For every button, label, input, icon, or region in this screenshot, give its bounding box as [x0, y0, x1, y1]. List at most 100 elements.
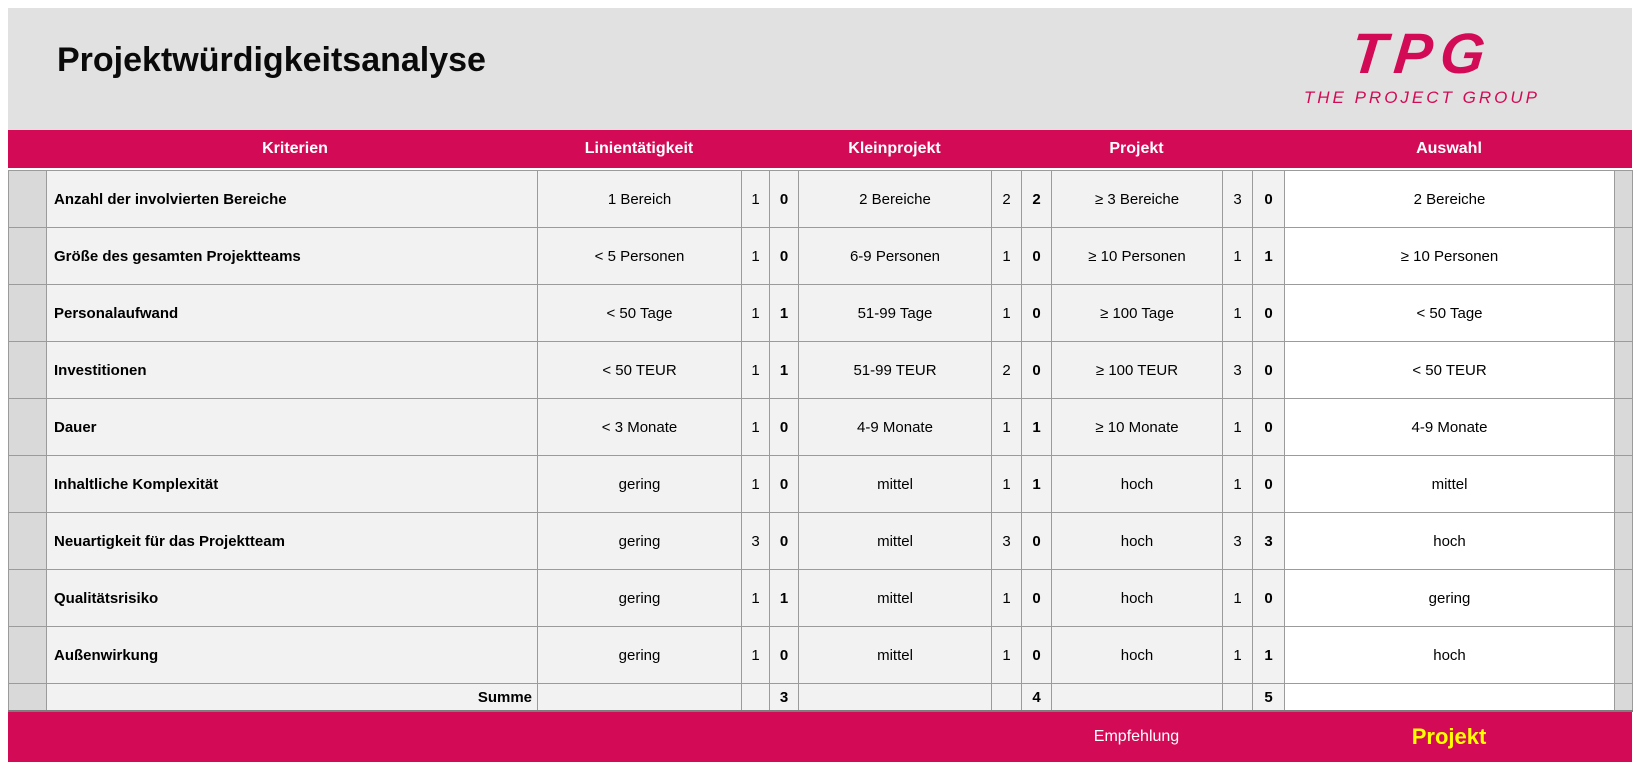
projekt-weight: 1 [1222, 626, 1253, 684]
linientaetigkeit-score: 0 [769, 227, 799, 285]
linientaetigkeit-value: gering [537, 569, 742, 627]
kleinprojekt-score: 0 [1021, 512, 1052, 570]
kleinprojekt-value: mittel [798, 512, 992, 570]
linientaetigkeit-weight: 1 [741, 284, 770, 342]
linientaetigkeit-value: < 50 TEUR [537, 341, 742, 399]
kleinprojekt-weight: 1 [991, 398, 1022, 456]
criterion-label: Personalaufwand [46, 284, 538, 342]
tpg-logo-text: TPG [1348, 22, 1496, 86]
projekt-score: 0 [1252, 398, 1285, 456]
projekt-score: 0 [1252, 455, 1285, 513]
table-row: Investitionen < 50 TEUR 1 1 51-99 TEUR 2… [8, 341, 1633, 399]
auswahl-cell[interactable]: mittel [1284, 455, 1615, 513]
row-gutter-right [1614, 227, 1633, 285]
tpg-logo-tagline: THE PROJECT GROUP [1303, 88, 1540, 107]
criterion-label: Inhaltliche Komplexität [46, 455, 538, 513]
sum-klein-score: 4 [1021, 683, 1052, 712]
linientaetigkeit-value: 1 Bereich [537, 170, 742, 228]
analysis-sheet: Projektwürdigkeitsanalyse TPG THE PROJEC… [8, 8, 1633, 762]
row-gutter-right [1614, 512, 1633, 570]
projekt-value: ≥ 3 Bereiche [1051, 170, 1223, 228]
projekt-weight: 1 [1222, 569, 1253, 627]
kleinprojekt-score: 2 [1021, 170, 1052, 228]
kleinprojekt-value: mittel [798, 569, 992, 627]
kleinprojekt-score: 1 [1021, 455, 1052, 513]
row-gutter-left [8, 626, 47, 684]
sum-proj-value-blank [1051, 683, 1223, 712]
row-gutter-right [1614, 626, 1633, 684]
sum-klein-value-blank [798, 683, 992, 712]
table-row: Außenwirkung gering 1 0 mittel 1 0 hoch … [8, 626, 1633, 684]
criterion-label: Größe des gesamten Projektteams [46, 227, 538, 285]
kleinprojekt-weight: 1 [991, 455, 1022, 513]
row-gutter-right [1614, 170, 1633, 228]
auswahl-cell[interactable]: hoch [1284, 626, 1615, 684]
table-row: Anzahl der involvierten Bereiche 1 Berei… [8, 170, 1633, 228]
table-header-band: Kriterien Linientätigkeit Kleinprojekt P… [8, 130, 1632, 168]
row-gutter-left [8, 683, 47, 712]
kleinprojekt-score: 1 [1021, 398, 1052, 456]
header-kriterien: Kriterien [262, 140, 328, 157]
projekt-weight: 1 [1222, 284, 1253, 342]
linientaetigkeit-weight: 1 [741, 341, 770, 399]
auswahl-cell[interactable]: gering [1284, 569, 1615, 627]
row-gutter-left [8, 341, 47, 399]
auswahl-cell[interactable]: 2 Bereiche [1284, 170, 1615, 228]
header-kleinprojekt: Kleinprojekt [848, 140, 941, 157]
kleinprojekt-weight: 1 [991, 626, 1022, 684]
criterion-label: Außenwirkung [46, 626, 538, 684]
linientaetigkeit-score: 1 [769, 341, 799, 399]
kleinprojekt-weight: 1 [991, 227, 1022, 285]
linientaetigkeit-value: gering [537, 626, 742, 684]
kleinprojekt-score: 0 [1021, 569, 1052, 627]
projekt-value: ≥ 10 Monate [1051, 398, 1223, 456]
kleinprojekt-weight: 3 [991, 512, 1022, 570]
projekt-value: hoch [1051, 455, 1223, 513]
linientaetigkeit-score: 0 [769, 626, 799, 684]
kleinprojekt-weight: 2 [991, 341, 1022, 399]
linientaetigkeit-weight: 3 [741, 512, 770, 570]
row-gutter-right [1614, 398, 1633, 456]
projekt-weight: 3 [1222, 341, 1253, 399]
linientaetigkeit-score: 0 [769, 398, 799, 456]
sum-klein-weight-blank [991, 683, 1022, 712]
row-gutter-left [8, 227, 47, 285]
projekt-value: ≥ 100 Tage [1051, 284, 1223, 342]
table-row: Größe des gesamten Projektteams < 5 Pers… [8, 227, 1633, 285]
projekt-value: ≥ 10 Personen [1051, 227, 1223, 285]
projekt-score: 1 [1252, 227, 1285, 285]
auswahl-cell[interactable]: < 50 TEUR [1284, 341, 1615, 399]
row-gutter-right [1614, 683, 1633, 712]
criterion-label: Dauer [46, 398, 538, 456]
projekt-score: 3 [1252, 512, 1285, 570]
tpg-logo: TPG THE PROJECT GROUP [1303, 22, 1540, 108]
projekt-weight: 1 [1222, 398, 1253, 456]
recommendation-band: Empfehlung Projekt [8, 712, 1632, 762]
auswahl-cell[interactable]: hoch [1284, 512, 1615, 570]
kleinprojekt-value: 51-99 Tage [798, 284, 992, 342]
linientaetigkeit-value: < 3 Monate [537, 398, 742, 456]
projekt-weight: 3 [1222, 170, 1253, 228]
title-bar: Projektwürdigkeitsanalyse TPG THE PROJEC… [8, 8, 1632, 130]
kleinprojekt-value: mittel [798, 455, 992, 513]
linientaetigkeit-weight: 1 [741, 227, 770, 285]
sum-proj-weight-blank [1222, 683, 1253, 712]
row-gutter-right [1614, 569, 1633, 627]
criteria-table: Anzahl der involvierten Bereiche 1 Berei… [8, 170, 1633, 712]
sum-proj-score: 5 [1252, 683, 1285, 712]
table-row: Inhaltliche Komplexität gering 1 0 mitte… [8, 455, 1633, 513]
auswahl-cell[interactable]: < 50 Tage [1284, 284, 1615, 342]
projekt-score: 0 [1252, 170, 1285, 228]
auswahl-cell[interactable]: ≥ 10 Personen [1284, 227, 1615, 285]
kleinprojekt-weight: 1 [991, 284, 1022, 342]
linientaetigkeit-score: 0 [769, 455, 799, 513]
header-linientaetigkeit: Linientätigkeit [584, 140, 694, 157]
linientaetigkeit-score: 1 [769, 284, 799, 342]
header-auswahl: Auswahl [1416, 140, 1482, 157]
row-gutter-left [8, 512, 47, 570]
kleinprojekt-value: mittel [798, 626, 992, 684]
recommendation-label: Empfehlung [1093, 728, 1180, 745]
sum-row: Summe 3 4 5 [8, 683, 1633, 712]
auswahl-cell[interactable]: 4-9 Monate [1284, 398, 1615, 456]
table-row: Personalaufwand < 50 Tage 1 1 51-99 Tage… [8, 284, 1633, 342]
